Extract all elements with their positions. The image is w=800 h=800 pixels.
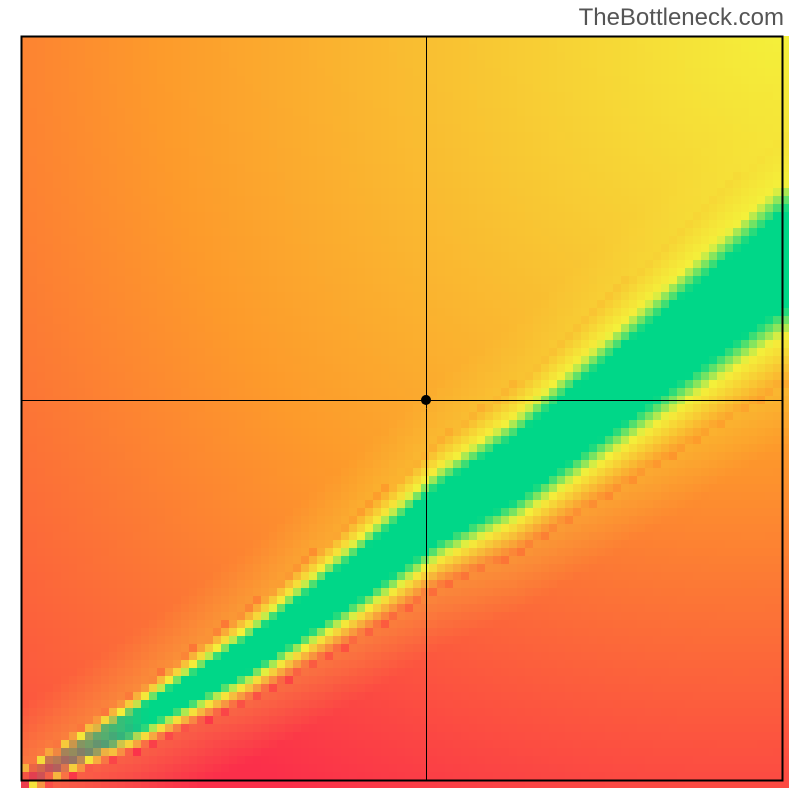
heatmap-canvas (0, 0, 800, 800)
chart-container: TheBottleneck.com (0, 0, 800, 800)
watermark-text: TheBottleneck.com (579, 4, 784, 32)
